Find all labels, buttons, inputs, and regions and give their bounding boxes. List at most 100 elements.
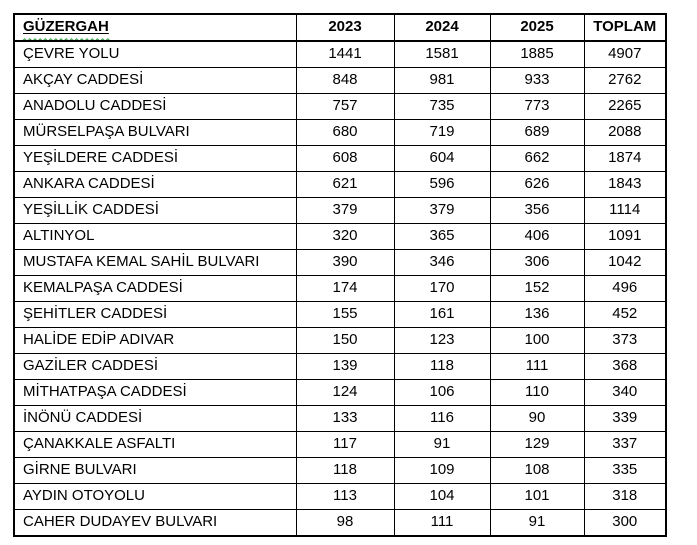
column-header-2025: 2025 (489, 13, 585, 42)
route-name-cell: YEŞİLDERE CADDESİ (13, 145, 297, 172)
total-cell: 1843 (583, 171, 667, 198)
value-2024-cell: 1581 (393, 40, 491, 68)
value-2023-cell: 757 (295, 93, 395, 120)
table-row: YEŞİLDERE CADDESİ 608 604 662 1874 (13, 145, 667, 172)
value-2025-cell: 129 (489, 431, 585, 458)
route-name-cell: ÇANAKKALE ASFALTI (13, 431, 297, 458)
value-2025-cell: 773 (489, 93, 585, 120)
route-name-cell: MUSTAFA KEMAL SAHİL BULVARI (13, 249, 297, 276)
route-name-cell: GAZİLER CADDESİ (13, 353, 297, 380)
value-2025-cell: 111 (489, 353, 585, 380)
value-2024-cell: 91 (393, 431, 491, 458)
value-2025-cell: 100 (489, 327, 585, 354)
value-2024-cell: 109 (393, 457, 491, 484)
value-2025-cell: 91 (489, 509, 585, 537)
column-header-toplam: TOPLAM (583, 13, 667, 42)
value-2024-cell: 170 (393, 275, 491, 302)
route-name-cell: MÜRSELPAŞA BULVARI (13, 119, 297, 146)
total-cell: 2762 (583, 67, 667, 94)
value-2023-cell: 124 (295, 379, 395, 406)
value-2023-cell: 113 (295, 483, 395, 510)
value-2024-cell: 365 (393, 223, 491, 250)
value-2025-cell: 933 (489, 67, 585, 94)
value-2023-cell: 848 (295, 67, 395, 94)
value-2023-cell: 98 (295, 509, 395, 537)
value-2023-cell: 117 (295, 431, 395, 458)
value-2025-cell: 108 (489, 457, 585, 484)
table-row: KEMALPAŞA CADDESİ 174 170 152 496 (13, 275, 667, 302)
total-cell: 335 (583, 457, 667, 484)
total-cell: 1091 (583, 223, 667, 250)
table-row: AKÇAY CADDESİ 848 981 933 2762 (13, 67, 667, 94)
route-name-cell: MİTHATPAŞA CADDESİ (13, 379, 297, 406)
value-2024-cell: 346 (393, 249, 491, 276)
table-row: ANADOLU CADDESİ 757 735 773 2265 (13, 93, 667, 120)
table-row: ŞEHİTLER CADDESİ 155 161 136 452 (13, 301, 667, 328)
value-2023-cell: 680 (295, 119, 395, 146)
route-name-cell: ALTINYOL (13, 223, 297, 250)
value-2023-cell: 174 (295, 275, 395, 302)
value-2025-cell: 662 (489, 145, 585, 172)
value-2025-cell: 110 (489, 379, 585, 406)
value-2025-cell: 136 (489, 301, 585, 328)
total-cell: 1042 (583, 249, 667, 276)
table-row: İNÖNÜ CADDESİ 133 116 90 339 (13, 405, 667, 432)
value-2024-cell: 379 (393, 197, 491, 224)
column-header-guzergah: GÜZERGAH (13, 13, 297, 42)
table-row: MÜRSELPAŞA BULVARI 680 719 689 2088 (13, 119, 667, 146)
value-2024-cell: 161 (393, 301, 491, 328)
table-row: ÇEVRE YOLU 1441 1581 1885 4907 (13, 40, 667, 68)
value-2023-cell: 621 (295, 171, 395, 198)
value-2023-cell: 133 (295, 405, 395, 432)
total-cell: 340 (583, 379, 667, 406)
table-row: ÇANAKKALE ASFALTI 117 91 129 337 (13, 431, 667, 458)
value-2025-cell: 626 (489, 171, 585, 198)
value-2025-cell: 356 (489, 197, 585, 224)
total-cell: 300 (583, 509, 667, 537)
column-header-2024: 2024 (393, 13, 491, 42)
route-name-cell: KEMALPAŞA CADDESİ (13, 275, 297, 302)
value-2023-cell: 320 (295, 223, 395, 250)
total-cell: 452 (583, 301, 667, 328)
column-header-2023: 2023 (295, 13, 395, 42)
value-2025-cell: 406 (489, 223, 585, 250)
total-cell: 4907 (583, 40, 667, 68)
value-2023-cell: 1441 (295, 40, 395, 68)
value-2025-cell: 101 (489, 483, 585, 510)
table-row: ANKARA CADDESİ 621 596 626 1843 (13, 171, 667, 198)
value-2024-cell: 735 (393, 93, 491, 120)
route-name-cell: ANADOLU CADDESİ (13, 93, 297, 120)
value-2024-cell: 111 (393, 509, 491, 537)
total-cell: 337 (583, 431, 667, 458)
table-row: ALTINYOL 320 365 406 1091 (13, 223, 667, 250)
total-cell: 1874 (583, 145, 667, 172)
route-name-cell: AYDIN OTOYOLU (13, 483, 297, 510)
value-2023-cell: 379 (295, 197, 395, 224)
total-cell: 373 (583, 327, 667, 354)
table-row: YEŞİLLİK CADDESİ 379 379 356 1114 (13, 197, 667, 224)
value-2023-cell: 608 (295, 145, 395, 172)
route-name-cell: İNÖNÜ CADDESİ (13, 405, 297, 432)
spellcheck-squiggle-icon (22, 38, 110, 41)
total-cell: 2265 (583, 93, 667, 120)
value-2024-cell: 116 (393, 405, 491, 432)
table-row: MUSTAFA KEMAL SAHİL BULVARI 390 346 306 1042 (13, 249, 667, 276)
route-name-cell: AKÇAY CADDESİ (13, 67, 297, 94)
table-row: GİRNE BULVARI 118 109 108 335 (13, 457, 667, 484)
value-2025-cell: 152 (489, 275, 585, 302)
route-name-cell: ÇEVRE YOLU (13, 40, 297, 68)
value-2024-cell: 596 (393, 171, 491, 198)
route-name-cell: YEŞİLLİK CADDESİ (13, 197, 297, 224)
route-name-cell: HALİDE EDİP ADIVAR (13, 327, 297, 354)
value-2024-cell: 604 (393, 145, 491, 172)
total-cell: 1114 (583, 197, 667, 224)
table-row: CAHER DUDAYEV BULVARI 98 111 91 300 (13, 509, 667, 537)
value-2024-cell: 118 (393, 353, 491, 380)
value-2025-cell: 1885 (489, 40, 585, 68)
table-row: HALİDE EDİP ADIVAR 150 123 100 373 (13, 327, 667, 354)
value-2024-cell: 104 (393, 483, 491, 510)
value-2023-cell: 150 (295, 327, 395, 354)
value-2025-cell: 689 (489, 119, 585, 146)
route-traffic-table: GÜZERGAH 2023 2024 2025 TOPLAM ÇEVRE YOL… (13, 13, 667, 537)
